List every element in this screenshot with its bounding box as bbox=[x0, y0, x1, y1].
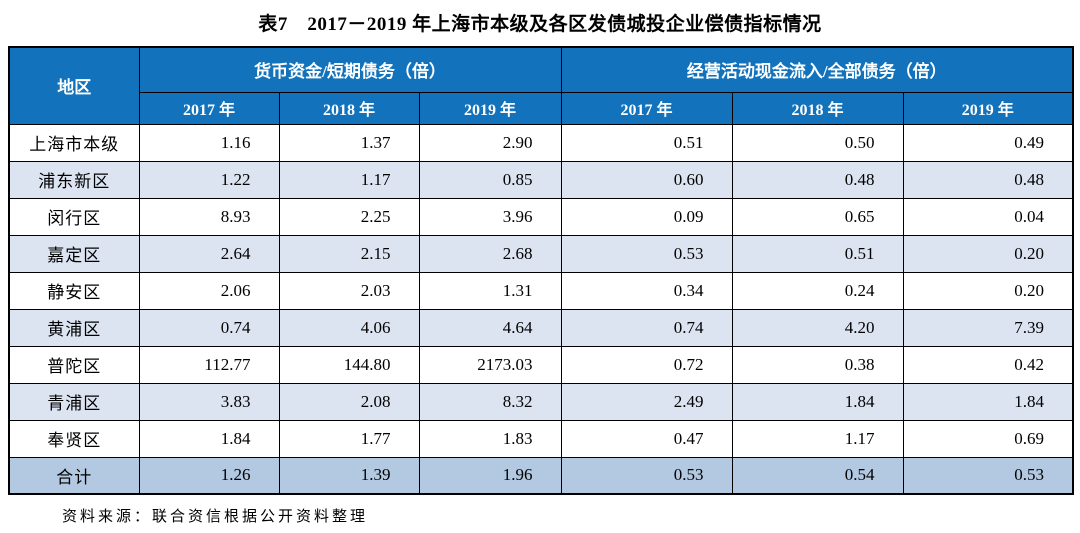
column-header-year: 2019 年 bbox=[902, 91, 1074, 125]
value-cell: 8.32 bbox=[418, 382, 562, 421]
value-cell: 3.96 bbox=[418, 197, 562, 236]
column-header-year: 2017 年 bbox=[560, 91, 733, 125]
value-cell: 1.84 bbox=[731, 382, 904, 421]
table-row: 闵行区 8.93 2.25 3.96 0.09 0.65 0.04 bbox=[8, 197, 1074, 236]
region-cell: 黄浦区 bbox=[8, 308, 140, 347]
column-header-year: 2017 年 bbox=[138, 91, 280, 125]
column-header-year: 2018 年 bbox=[731, 91, 904, 125]
column-group-cash-to-short-term-debt: 货币资金/短期债务（倍） bbox=[138, 46, 562, 93]
value-cell: 0.09 bbox=[560, 197, 733, 236]
source-note: 资料来源：联合资信根据公开资料整理 bbox=[62, 509, 369, 525]
value-cell: 0.49 bbox=[902, 123, 1074, 162]
table-row: 青浦区 3.83 2.08 8.32 2.49 1.84 1.84 bbox=[8, 382, 1074, 421]
value-cell: 2.06 bbox=[138, 271, 280, 310]
table-title: 表7 2017－2019 年上海市本级及各区发债城投企业偿债指标情况 bbox=[258, 14, 822, 35]
region-cell: 浦东新区 bbox=[8, 160, 140, 199]
region-cell: 合计 bbox=[8, 456, 140, 495]
value-cell: 0.53 bbox=[902, 456, 1074, 495]
value-cell: 2.25 bbox=[278, 197, 420, 236]
value-cell: 1.84 bbox=[902, 382, 1074, 421]
column-group-operating-cash-inflow-to-total-debt: 经营活动现金流入/全部债务（倍） bbox=[560, 46, 1074, 93]
column-header-year: 2019 年 bbox=[418, 91, 562, 125]
value-cell: 1.17 bbox=[278, 160, 420, 199]
value-cell: 0.53 bbox=[560, 456, 733, 495]
region-cell: 嘉定区 bbox=[8, 234, 140, 273]
table-row: 奉贤区 1.84 1.77 1.83 0.47 1.17 0.69 bbox=[8, 419, 1074, 458]
value-cell: 0.20 bbox=[902, 271, 1074, 310]
value-cell: 2.15 bbox=[278, 234, 420, 273]
table-row: 上海市本级 1.16 1.37 2.90 0.51 0.50 0.49 bbox=[8, 123, 1074, 162]
header-year-row: 2017 年 2018 年 2019 年 2017 年 2018 年 2019 … bbox=[9, 91, 1074, 125]
value-cell: 2.90 bbox=[418, 123, 562, 162]
value-cell: 1.31 bbox=[418, 271, 562, 310]
value-cell: 2173.03 bbox=[418, 345, 562, 384]
region-cell: 青浦区 bbox=[8, 382, 140, 421]
value-cell: 1.26 bbox=[138, 456, 280, 495]
table-body: 上海市本级 1.16 1.37 2.90 0.51 0.50 0.49 浦东新区 1.22 1.1… bbox=[8, 123, 1074, 495]
value-cell: 4.64 bbox=[418, 308, 562, 347]
value-cell: 0.74 bbox=[138, 308, 280, 347]
value-cell: 0.34 bbox=[560, 271, 733, 310]
region-cell: 闵行区 bbox=[8, 197, 140, 236]
value-cell: 3.83 bbox=[138, 382, 280, 421]
table-row: 黄浦区 0.74 4.06 4.64 0.74 4.20 7.39 bbox=[8, 308, 1074, 347]
value-cell: 2.49 bbox=[560, 382, 733, 421]
value-cell: 0.48 bbox=[902, 160, 1074, 199]
value-cell: 4.20 bbox=[731, 308, 904, 347]
value-cell: 0.85 bbox=[418, 160, 562, 199]
value-cell: 2.64 bbox=[138, 234, 280, 273]
value-cell: 2.08 bbox=[278, 382, 420, 421]
value-cell: 0.53 bbox=[560, 234, 733, 273]
column-header-year: 2018 年 bbox=[278, 91, 420, 125]
value-cell: 0.38 bbox=[731, 345, 904, 384]
value-cell: 0.72 bbox=[560, 345, 733, 384]
region-cell: 普陀区 bbox=[8, 345, 140, 384]
value-cell: 0.74 bbox=[560, 308, 733, 347]
value-cell: 0.65 bbox=[731, 197, 904, 236]
value-cell: 1.17 bbox=[731, 419, 904, 458]
value-cell: 1.37 bbox=[278, 123, 420, 162]
value-cell: 112.77 bbox=[138, 345, 280, 384]
value-cell: 0.69 bbox=[902, 419, 1074, 458]
debt-indicator-table: 地区 货币资金/短期债务（倍） 经营活动现金流入/全部债务（倍） 2017 年 … bbox=[8, 46, 1075, 495]
value-cell: 1.22 bbox=[138, 160, 280, 199]
value-cell: 144.80 bbox=[278, 345, 420, 384]
table-row: 嘉定区 2.64 2.15 2.68 0.53 0.51 0.20 bbox=[8, 234, 1074, 273]
value-cell: 0.20 bbox=[902, 234, 1074, 273]
header-group-row: 地区 货币资金/短期债务（倍） 经营活动现金流入/全部债务（倍） bbox=[8, 46, 1074, 125]
table-header: 地区 货币资金/短期债务（倍） 经营活动现金流入/全部债务（倍） 2017 年 … bbox=[8, 46, 1074, 125]
table-row: 普陀区 112.77 144.80 2173.03 0.72 0.38 0.42 bbox=[8, 345, 1074, 384]
value-cell: 0.54 bbox=[731, 456, 904, 495]
value-cell: 0.42 bbox=[902, 345, 1074, 384]
value-cell: 1.39 bbox=[278, 456, 420, 495]
column-header-region: 地区 bbox=[8, 46, 140, 125]
value-cell: 0.51 bbox=[560, 123, 733, 162]
region-cell: 奉贤区 bbox=[8, 419, 140, 458]
region-cell: 静安区 bbox=[8, 271, 140, 310]
value-cell: 2.03 bbox=[278, 271, 420, 310]
value-cell: 0.48 bbox=[731, 160, 904, 199]
value-cell: 0.50 bbox=[731, 123, 904, 162]
value-cell: 0.04 bbox=[902, 197, 1074, 236]
region-cell: 上海市本级 bbox=[8, 123, 140, 162]
table-row: 浦东新区 1.22 1.17 0.85 0.60 0.48 0.48 bbox=[8, 160, 1074, 199]
value-cell: 7.39 bbox=[902, 308, 1074, 347]
value-cell: 8.93 bbox=[138, 197, 280, 236]
value-cell: 1.83 bbox=[418, 419, 562, 458]
table-row-total: 合计 1.26 1.39 1.96 0.53 0.54 0.53 bbox=[8, 456, 1074, 495]
value-cell: 2.68 bbox=[418, 234, 562, 273]
value-cell: 0.24 bbox=[731, 271, 904, 310]
value-cell: 1.84 bbox=[138, 419, 280, 458]
value-cell: 0.60 bbox=[560, 160, 733, 199]
value-cell: 0.51 bbox=[731, 234, 904, 273]
value-cell: 1.96 bbox=[418, 456, 562, 495]
value-cell: 1.77 bbox=[278, 419, 420, 458]
table-row: 静安区 2.06 2.03 1.31 0.34 0.24 0.20 bbox=[8, 271, 1074, 310]
value-cell: 4.06 bbox=[278, 308, 420, 347]
value-cell: 1.16 bbox=[138, 123, 280, 162]
value-cell: 0.47 bbox=[560, 419, 733, 458]
